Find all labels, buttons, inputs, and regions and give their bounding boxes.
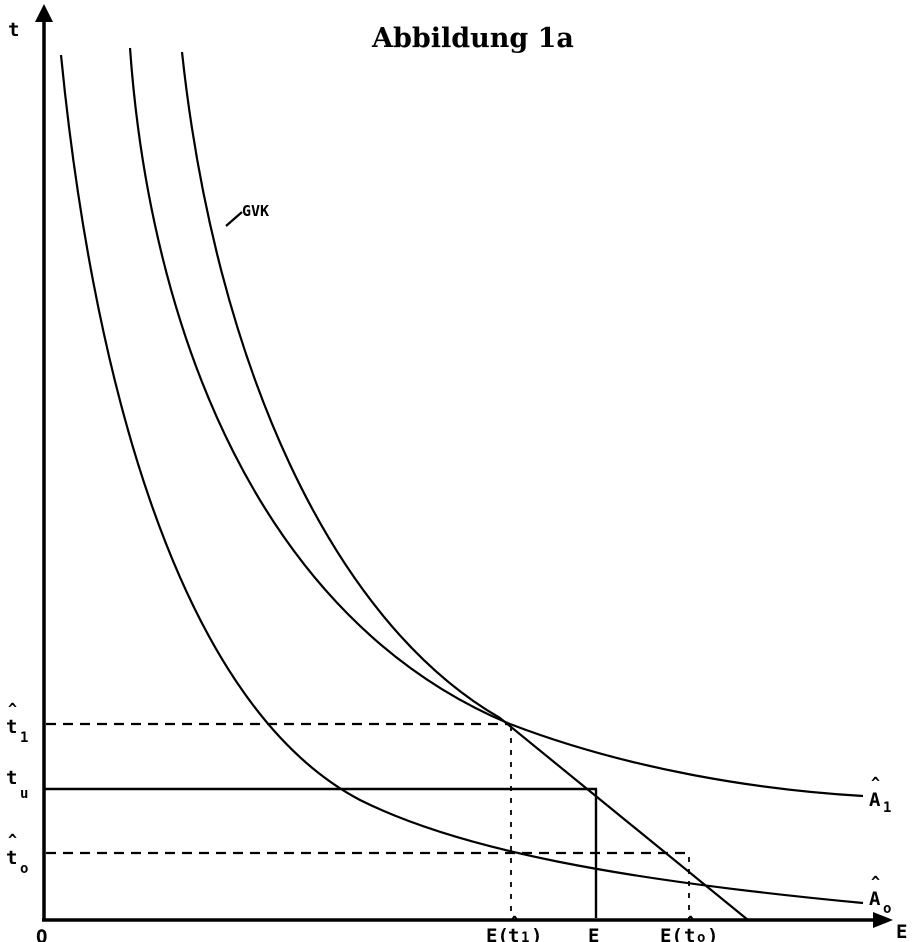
svg-text:E: E	[588, 925, 599, 942]
origin-label: O	[36, 926, 47, 942]
svg-text:t: t	[6, 767, 17, 789]
svg-text:E(: E(	[486, 925, 509, 942]
svg-text:^: ^	[871, 774, 880, 792]
x-tick-e-bar: ‾ E	[588, 916, 599, 942]
label-a-hat-0: ^ A o	[869, 873, 891, 917]
curve-a-hat-1	[128, 47, 864, 798]
svg-text:t: t	[684, 925, 695, 942]
x-axis-arrow	[873, 912, 893, 928]
curve-gvk	[180, 51, 749, 921]
svg-text:u: u	[20, 786, 28, 802]
svg-text:t: t	[6, 847, 17, 869]
x-axis-label: E	[896, 921, 907, 942]
svg-text:^: ^	[686, 913, 695, 931]
y-axis-label: t	[8, 19, 19, 41]
svg-text:t: t	[508, 925, 519, 942]
y-tick-t1-hat: ^ t 1	[6, 700, 28, 746]
svg-text:^: ^	[8, 831, 17, 849]
svg-text:^: ^	[871, 873, 880, 891]
svg-text:‾: ‾	[588, 916, 598, 934]
curve-a-hat-0	[59, 54, 864, 905]
y-axis-arrow	[35, 4, 53, 22]
x-tick-e-t1-hat: E( ^ t 1 )	[486, 913, 542, 942]
label-a-hat-1: ^ A 1	[869, 774, 891, 816]
svg-text:^: ^	[8, 700, 17, 718]
svg-text:o: o	[20, 861, 28, 877]
svg-text:A: A	[869, 789, 881, 811]
diagram-title: Abbildung 1a	[371, 23, 574, 54]
svg-text:1: 1	[521, 930, 529, 942]
svg-text:1: 1	[20, 730, 28, 746]
svg-text:): )	[531, 925, 542, 942]
svg-text:o: o	[697, 930, 705, 942]
svg-text:): )	[707, 925, 718, 942]
svg-text:1: 1	[883, 800, 891, 816]
x-tick-e-t0-hat: E( ^ t o )	[660, 913, 718, 942]
gvk-pointer-line	[225, 211, 243, 227]
y-tick-tu: t u	[6, 767, 28, 802]
svg-text:^: ^	[510, 913, 519, 931]
gvk-label: GVK	[242, 202, 269, 220]
svg-text:o: o	[883, 901, 891, 917]
y-tick-t0-hat: ^ t o	[6, 831, 28, 877]
svg-text:A: A	[869, 888, 881, 910]
svg-text:E(: E(	[660, 925, 683, 942]
svg-text:t: t	[6, 716, 17, 738]
